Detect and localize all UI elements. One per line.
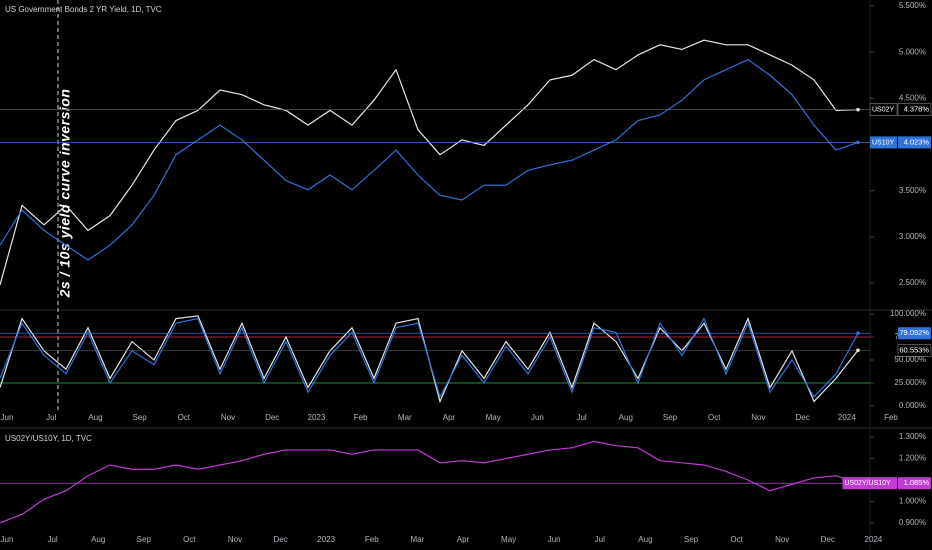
x-tick-label: Jul (576, 413, 586, 422)
y-tick-label: 1.300% (899, 432, 926, 441)
y-tick-label: 100.000% (890, 309, 926, 318)
last-point (856, 348, 860, 353)
x-tick-label: Dec (795, 413, 809, 422)
chart-title: US Government Bonds 2 YR Yield, 1D, TVC (5, 5, 162, 14)
x-tick-label: Aug (638, 535, 652, 544)
x-tick-label: Jul (46, 413, 56, 422)
x-tick-label: Jun (548, 535, 561, 544)
y-tick-label: 5.500% (899, 1, 926, 10)
y-tick-label: 1.000% (899, 497, 926, 506)
x-tick-label: May (501, 535, 516, 544)
value-label: 4.378% (904, 105, 930, 114)
annotation: 2s / 10s yield curve inversion (57, 89, 73, 299)
x-tick-label: Mar (411, 535, 425, 544)
value-label-box (897, 343, 932, 357)
x-tick-label: Oct (183, 535, 196, 544)
series-name-label: US10Y (872, 139, 895, 146)
value-label: 1.085% (904, 478, 930, 487)
x-tick-label: Sep (132, 413, 147, 422)
x-tick-label: Nov (775, 535, 789, 544)
y-tick-label: 1.200% (899, 454, 926, 463)
x-tick-label: Nov (228, 535, 242, 544)
series-name-label: US02Y (872, 106, 895, 113)
x-tick-label: Feb (365, 535, 379, 544)
value-label: 60.553% (899, 345, 929, 354)
x-tick-label: Jun (531, 413, 544, 422)
x-tick-label: Aug (619, 413, 633, 422)
x-tick-label: 2024 (838, 413, 856, 422)
value-label: 79.092% (899, 328, 929, 337)
pane-title: US02Y/US10Y, 1D, TVC (5, 434, 92, 443)
x-tick-label: Jun (1, 535, 14, 544)
y-tick-label: 0.900% (899, 518, 926, 527)
series-line (0, 440, 859, 524)
x-tick-label: 2024 (865, 535, 883, 544)
series-name-box (869, 103, 898, 116)
value-label: 4.023% (904, 137, 930, 146)
x-tick-label: Jul (595, 535, 605, 544)
series-name-box (870, 136, 897, 149)
x-tick-label: Aug (91, 535, 105, 544)
x-tick-label: Oct (178, 413, 191, 422)
y-tick-label: 4.500% (899, 93, 926, 102)
x-tick-label: Dec (821, 535, 835, 544)
last-point (856, 331, 860, 336)
x-tick-label: Apr (443, 413, 456, 422)
x-tick-label: Nov (751, 413, 765, 422)
y-tick-label: 5.000% (899, 47, 926, 56)
x-tick-label: Oct (730, 535, 743, 544)
y-tick-label: 2.500% (899, 278, 926, 287)
value-label-box (897, 103, 932, 116)
y-tick-label: 3.000% (899, 232, 926, 241)
x-tick-label: Jun (1, 413, 14, 422)
x-tick-label: 2023 (317, 535, 335, 544)
value-label-box (898, 136, 931, 149)
series-name-label: US02Y/US10Y (844, 480, 891, 487)
x-tick-label: Nov (221, 413, 235, 422)
x-tick-label: Sep (684, 535, 699, 544)
y-tick-label: 50.000% (894, 355, 926, 364)
x-tick-label: May (486, 413, 501, 422)
series-name-box (842, 477, 897, 490)
x-tick-label: Aug (88, 413, 102, 422)
x-tick-label: Dec (265, 413, 279, 422)
series-line (0, 39, 859, 286)
y-tick-label: 25.000% (894, 378, 926, 387)
x-tick-label: Oct (708, 413, 721, 422)
x-tick-label: Sep (137, 535, 152, 544)
series-line (0, 58, 859, 261)
x-tick-label: Sep (663, 413, 678, 422)
value-label-box (898, 477, 931, 490)
last-point (856, 140, 860, 145)
x-tick-label: 2023 (308, 413, 326, 422)
x-tick-label: Jul (47, 535, 57, 544)
x-tick-label: Dec (273, 535, 287, 544)
last-point (856, 107, 860, 112)
y-tick-label: 0.000% (899, 401, 926, 410)
series-line (0, 317, 859, 399)
x-tick-label: Feb (354, 413, 368, 422)
value-label-box (898, 327, 931, 340)
x-tick-label: Apr (457, 535, 470, 544)
x-tick-label: Feb (884, 413, 898, 422)
y-tick-label: 3.500% (899, 186, 926, 195)
x-tick-label: Mar (398, 413, 412, 422)
